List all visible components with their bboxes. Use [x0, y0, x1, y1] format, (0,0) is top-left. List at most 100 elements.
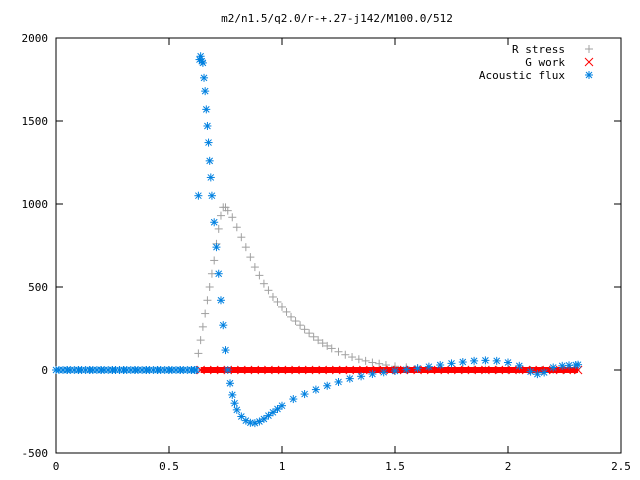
r-stress-point	[232, 223, 241, 232]
r-stress-point	[273, 297, 282, 306]
acoustic-flux-point	[74, 366, 83, 374]
r-stress-point	[296, 321, 305, 330]
acoustic-flux-point	[549, 363, 558, 372]
acoustic-flux-point	[436, 361, 445, 370]
acoustic-flux-point	[526, 367, 535, 376]
acoustic-flux-point	[200, 73, 209, 82]
r-stress-point	[210, 256, 219, 265]
y-tick-label: 1500	[22, 115, 49, 128]
acoustic-flux-point	[334, 377, 343, 386]
acoustic-flux-point	[165, 366, 173, 374]
acoustic-flux-point	[574, 360, 583, 369]
legend-label: R stress	[512, 43, 565, 56]
y-tick-label: 2000	[22, 32, 49, 45]
x-tick-label: 2	[505, 460, 512, 473]
acoustic-flux-point	[176, 366, 185, 374]
r-stress-point	[334, 347, 343, 356]
r-stress-point	[207, 269, 216, 278]
acoustic-flux-point	[63, 366, 72, 374]
acoustic-flux-point	[223, 366, 232, 374]
r-stress-point	[327, 344, 336, 353]
g-work-point	[494, 365, 504, 375]
g-work-point	[331, 365, 341, 375]
r-stress-point	[241, 243, 250, 252]
g-work-point	[453, 365, 463, 375]
acoustic-flux-point	[228, 390, 237, 399]
x-tick-label: 2.5	[611, 460, 631, 473]
g-work-point	[481, 365, 490, 375]
g-work-point	[467, 365, 477, 375]
acoustic-flux-point	[214, 269, 223, 278]
r-stress-point	[291, 317, 300, 326]
r-stress-point	[255, 271, 264, 280]
acoustic-flux-point	[311, 385, 320, 394]
data-marks	[52, 52, 583, 428]
legend-label: Acoustic flux	[479, 69, 565, 82]
acoustic-flux-point	[379, 368, 388, 377]
acoustic-flux-point	[424, 362, 433, 371]
acoustic-flux-point	[85, 366, 94, 374]
acoustic-flux-point	[492, 356, 501, 365]
acoustic-flux-point	[273, 405, 282, 414]
r-stress-point	[221, 203, 230, 212]
g-work-point	[345, 365, 355, 375]
acoustic-flux-point	[345, 374, 354, 383]
g-work-point	[508, 365, 517, 375]
x-tick-label: 0.5	[159, 460, 179, 473]
acoustic-flux-point	[540, 368, 549, 377]
acoustic-flux-point	[212, 243, 221, 252]
g-work-point	[236, 365, 246, 375]
acoustic-flux-point	[196, 52, 205, 61]
legend-marker	[585, 71, 593, 79]
r-stress-point	[201, 309, 210, 318]
r-stress-point	[318, 339, 327, 348]
g-work-point	[196, 365, 205, 375]
r-stress-point	[354, 355, 363, 364]
r-stress-point	[246, 253, 255, 262]
series-0	[194, 203, 580, 374]
g-work-point	[521, 365, 531, 375]
acoustic-flux-point	[558, 361, 567, 370]
g-work-point	[209, 365, 219, 375]
y-tick-label: 500	[28, 281, 48, 294]
acoustic-flux-point	[108, 366, 117, 374]
r-stress-point	[205, 283, 214, 291]
y-tick-label: -500	[22, 447, 49, 460]
r-stress-point	[314, 336, 323, 345]
acoustic-flux-point	[481, 356, 490, 365]
acoustic-flux-point	[219, 321, 228, 330]
g-work-point	[291, 365, 300, 375]
acoustic-flux-point	[357, 372, 366, 381]
g-work-point	[264, 365, 273, 375]
plot-frame	[55, 37, 622, 454]
r-stress-point	[223, 206, 232, 215]
g-work-point	[277, 365, 287, 375]
g-work-point	[250, 365, 260, 375]
series-2	[52, 52, 583, 428]
acoustic-flux-point	[203, 121, 212, 130]
chart-title: m2/n1.5/q2.0/r-+.27-j142/M100.0/512	[221, 12, 453, 25]
acoustic-flux-point	[413, 364, 422, 373]
axis-ticks: 0 0.5 1 1.5 2 2.5 -500 0 500 1000 1500 2000	[22, 32, 631, 473]
x-tick-label: 0	[53, 460, 60, 473]
acoustic-flux-point	[533, 370, 542, 379]
y-tick-label: 1000	[22, 198, 49, 211]
r-stress-point	[214, 224, 223, 233]
acoustic-flux-point	[207, 191, 216, 200]
acoustic-flux-point	[402, 365, 411, 374]
acoustic-flux-point	[259, 414, 268, 423]
acoustic-flux-point	[198, 58, 207, 67]
acoustic-flux-point	[289, 395, 298, 404]
acoustic-flux-point	[52, 366, 60, 374]
legend-label: G work	[525, 56, 565, 69]
acoustic-flux-point	[391, 366, 399, 375]
g-work-band	[200, 367, 579, 373]
acoustic-flux-point	[504, 358, 512, 367]
r-stress-point	[305, 329, 314, 338]
acoustic-flux-point	[119, 366, 128, 374]
acoustic-flux-point	[268, 408, 277, 417]
x-tick-label: 1	[279, 460, 286, 473]
r-stress-point	[194, 349, 203, 358]
